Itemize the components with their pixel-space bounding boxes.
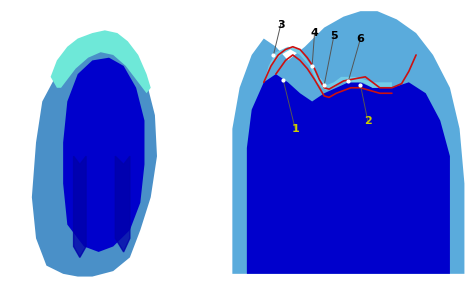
Text: 3: 3 [277,20,284,30]
Text: 4: 4 [310,28,319,38]
Text: 1: 1 [292,124,299,134]
Polygon shape [73,156,86,257]
Polygon shape [51,30,151,93]
Polygon shape [264,47,392,91]
Text: 6: 6 [356,34,365,44]
Polygon shape [115,156,130,252]
Text: 5: 5 [330,31,337,41]
Polygon shape [63,58,145,252]
Polygon shape [32,41,157,276]
Polygon shape [232,11,465,274]
Polygon shape [247,74,450,274]
Text: 2: 2 [364,116,372,126]
